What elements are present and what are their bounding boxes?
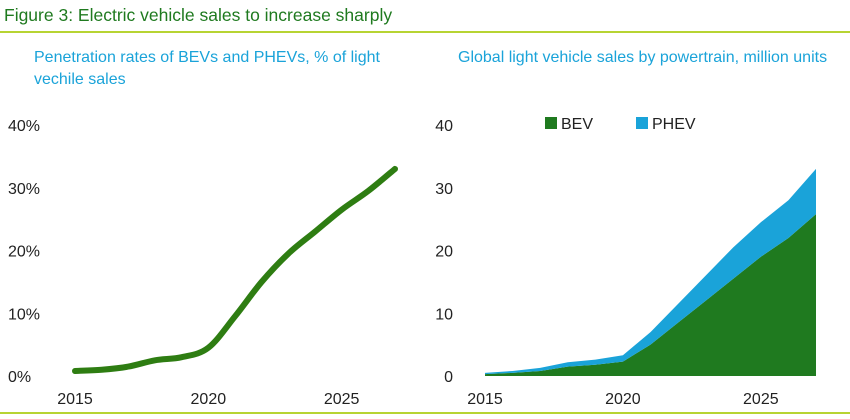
left-chart-title: Penetration rates of BEVs and PHEVs, % o… [34, 49, 380, 88]
right-x-tick-label: 2020 [605, 391, 641, 408]
top-rule [0, 31, 850, 33]
penetration-line-chart: 0% 10% 20% 30% 40% 2015 2020 2025 [8, 118, 398, 408]
left-y-tick-label: 10% [8, 306, 40, 323]
bottom-rule [0, 412, 850, 414]
bev-area [485, 214, 816, 376]
bev-legend-swatch [545, 117, 557, 129]
left-y-tick-label: 0% [8, 369, 31, 386]
left-x-tick-label: 2025 [324, 391, 360, 408]
phev-area [485, 168, 816, 375]
phev-legend-swatch [636, 117, 648, 129]
left-y-tick-label: 20% [8, 244, 40, 261]
right-x-tick-label: 2015 [467, 391, 503, 408]
left-y-tick-label: 40% [8, 118, 40, 135]
right-y-tick-label: 30 [435, 181, 453, 198]
bev-legend-label: BEV [561, 116, 593, 133]
phev-legend-label: PHEV [652, 116, 696, 133]
right-y-tick-label: 10 [435, 306, 453, 323]
right-chart-title: Global light vehicle sales by powertrain… [458, 49, 828, 66]
right-y-tick-label: 40 [435, 118, 453, 135]
penetration-line [72, 165, 398, 374]
right-y-tick-label: 0 [444, 369, 453, 386]
left-x-tick-label: 2020 [191, 391, 227, 408]
sales-area-chart: 0 10 20 30 40 2015 2020 2025 BEV PHEV [435, 116, 816, 408]
left-x-tick-label: 2015 [57, 391, 93, 408]
right-x-tick-label: 2025 [743, 391, 779, 408]
figure-title: Figure 3: Electric vehicle sales to incr… [4, 5, 393, 25]
left-y-tick-label: 30% [8, 181, 40, 198]
right-y-tick-label: 20 [435, 244, 453, 261]
